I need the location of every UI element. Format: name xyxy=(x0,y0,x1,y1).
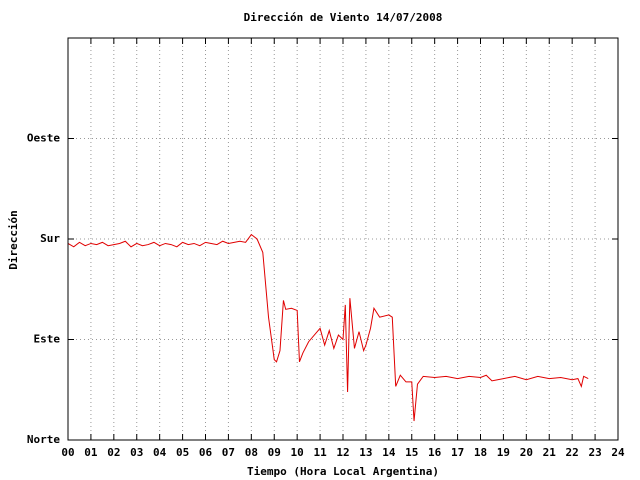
x-tick-label: 00 xyxy=(61,446,74,459)
x-tick-label: 22 xyxy=(566,446,579,459)
x-tick-label: 05 xyxy=(176,446,189,459)
x-tick-label: 13 xyxy=(359,446,372,459)
y-tick-label: Oeste xyxy=(27,132,60,145)
chart-title: Dirección de Viento 14/07/2008 xyxy=(244,11,443,24)
x-axis-label: Tiempo (Hora Local Argentina) xyxy=(247,465,439,478)
x-tick-label: 23 xyxy=(588,446,601,459)
plot-border xyxy=(67,37,619,441)
x-tick-label: 17 xyxy=(451,446,464,459)
x-tick-label: 18 xyxy=(474,446,487,459)
x-tick-label: 03 xyxy=(130,446,143,459)
y-tick-label: Norte xyxy=(27,433,60,446)
x-tick-label: 10 xyxy=(291,446,304,459)
x-tick-label: 01 xyxy=(84,446,98,459)
data-line xyxy=(67,233,589,422)
x-tick-label: 14 xyxy=(382,446,396,459)
y-tick-label: Sur xyxy=(40,232,60,245)
x-tick-label: 16 xyxy=(428,446,442,459)
x-tick-label: 19 xyxy=(497,446,510,459)
x-tick-label: 11 xyxy=(313,446,327,459)
x-tick-label: 15 xyxy=(405,446,418,459)
x-tick-label: 02 xyxy=(107,446,120,459)
x-tick-label: 09 xyxy=(268,446,281,459)
x-tick-label: 04 xyxy=(153,446,167,459)
y-axis-label: Dirección xyxy=(7,210,20,270)
y-tick-label: Este xyxy=(34,333,61,346)
x-tick-label: 21 xyxy=(543,446,557,459)
x-tick-label: 07 xyxy=(222,446,235,459)
x-tick-label: 20 xyxy=(520,446,533,459)
x-tick-label: 24 xyxy=(611,446,625,459)
x-tick-label: 06 xyxy=(199,446,213,459)
x-tick-label: 12 xyxy=(336,446,349,459)
plot: 00 01 02 03 04 05 06 07 08 09 10 11 12 13 14 15 16 17 18 19… xyxy=(27,38,625,459)
x-tick-label: 08 xyxy=(245,446,258,459)
